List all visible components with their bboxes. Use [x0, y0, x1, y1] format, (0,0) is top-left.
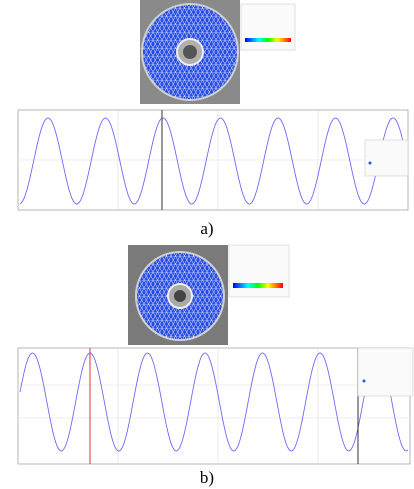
legend-box-a — [240, 3, 296, 51]
mesh-image-a — [140, 0, 240, 104]
wave — [19, 352, 409, 452]
wave — [19, 117, 407, 205]
legend-box-b — [228, 244, 290, 298]
plot-b — [17, 347, 414, 465]
mesh-image-b — [128, 245, 228, 345]
panel-label: b) — [200, 468, 214, 487]
plot-a — [17, 109, 409, 211]
panel-label: a) — [200, 219, 213, 238]
